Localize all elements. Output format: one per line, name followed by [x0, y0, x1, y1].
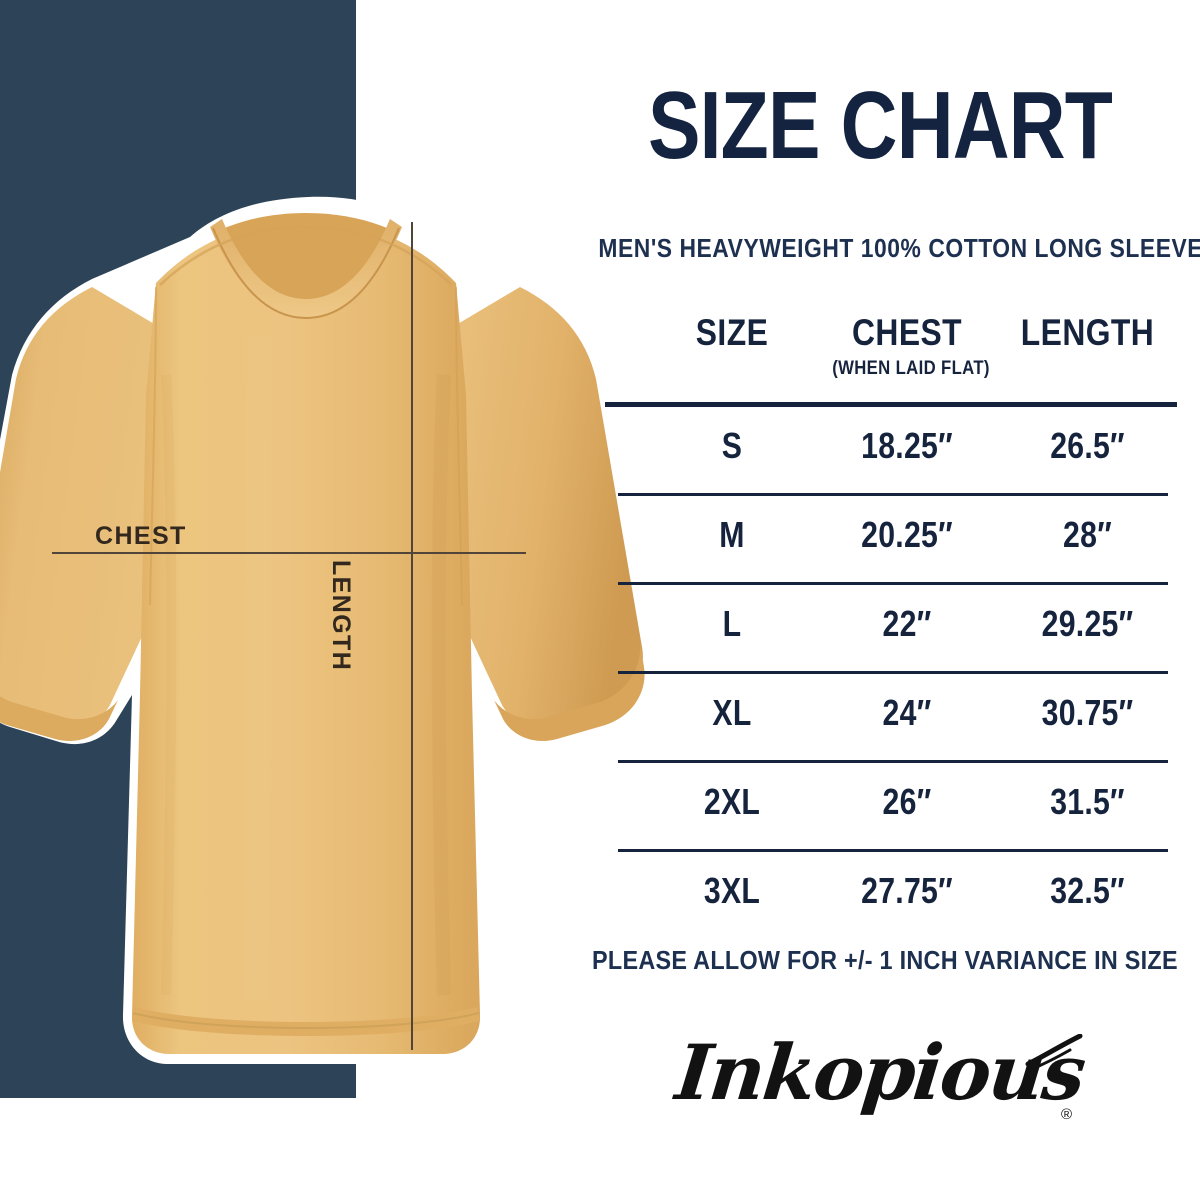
- brush-swoosh-icon: [1025, 1034, 1083, 1072]
- cell-length: 26.5″: [1050, 425, 1125, 466]
- cell-length: 32.5″: [1050, 870, 1125, 911]
- cell-size: 3XL: [703, 870, 761, 911]
- cell-chest: 22″: [882, 603, 932, 644]
- length-measurement-line: [411, 222, 413, 1050]
- cell-length: 29.25″: [1041, 603, 1134, 644]
- table-row: S 18.25″ 26.5″: [600, 407, 1178, 496]
- cell-chest: 18.25″: [861, 425, 953, 466]
- column-header-chest: CHEST: [852, 312, 962, 353]
- shirt-collar-rib: [210, 219, 402, 317]
- page-title: SIZE CHART: [647, 72, 1113, 179]
- page-subtitle: MEN'S HEAVYWEIGHT 100% COTTON LONG SLEEV…: [598, 233, 1200, 263]
- cell-chest: 20.25″: [861, 514, 953, 555]
- size-table: SIZE CHEST LENGTH (WHEN LAID FLAT) S 18.…: [600, 312, 1178, 911]
- shirt-armhole-left: [149, 286, 157, 606]
- table-header-row: SIZE CHEST LENGTH (WHEN LAID FLAT): [600, 312, 1178, 396]
- table-row: M 20.25″ 28″: [600, 496, 1178, 585]
- cell-chest: 27.75″: [861, 870, 953, 911]
- shirt-right-cuff: [494, 643, 645, 741]
- table-row: 2XL 26″ 31.5″: [600, 763, 1178, 852]
- column-header-size: SIZE: [695, 312, 769, 353]
- chart-content-column: SIZE CHART MEN'S HEAVYWEIGHT 100% COTTON…: [560, 0, 1200, 1200]
- shirt-shoulder-seam-left: [159, 225, 307, 286]
- table-row: 3XL 27.75″ 32.5″: [600, 852, 1178, 941]
- row-divider: [618, 582, 1168, 585]
- cell-size: 2XL: [703, 781, 761, 822]
- cell-size: XL: [712, 692, 752, 733]
- shirt-svg: [0, 196, 652, 1064]
- chest-label: CHEST: [95, 522, 187, 550]
- row-divider: [618, 760, 1168, 763]
- cell-length: 30.75″: [1041, 692, 1134, 733]
- cell-size: L: [722, 603, 742, 644]
- brand-logo: Inkopious ®: [670, 1020, 1090, 1150]
- shirt-shoulder-seam-right: [305, 225, 453, 286]
- shirt-body: [131, 221, 481, 1054]
- cell-chest: 24″: [882, 692, 932, 733]
- column-header-length: LENGTH: [1020, 312, 1155, 353]
- cell-size: M: [719, 514, 745, 555]
- row-divider: [618, 671, 1168, 674]
- table-header-rule: [605, 402, 1177, 407]
- table-row: L 22″ 29.25″: [600, 585, 1178, 674]
- cell-length: 28″: [1063, 514, 1112, 555]
- registered-trademark-mark: ®: [1060, 1106, 1072, 1123]
- cell-length: 31.5″: [1050, 781, 1125, 822]
- shirt-right-sleeve: [456, 287, 643, 727]
- chest-measurement-line: [52, 552, 526, 554]
- column-header-chest-sublabel: (WHEN LAID FLAT): [832, 358, 990, 379]
- row-divider: [618, 849, 1168, 852]
- shirt-collar-seam: [212, 227, 400, 320]
- shirt-left-cuff: [0, 696, 118, 741]
- shirt-left-sleeve: [0, 287, 156, 727]
- cell-size: S: [721, 425, 743, 466]
- row-divider: [618, 493, 1168, 496]
- shirt-hem-stitch: [132, 1012, 480, 1029]
- shirt-illustration: [0, 175, 660, 1075]
- shirt-fold-left: [161, 374, 177, 996]
- shirt-bottom-hem: [132, 1007, 480, 1036]
- length-label: LENGTH: [327, 560, 355, 672]
- variance-footnote: PLEASE ALLOW FOR +/- 1 INCH VARIANCE IN …: [592, 945, 1178, 975]
- shirt-armhole-right: [455, 286, 463, 606]
- table-row: XL 24″ 30.75″: [600, 674, 1178, 763]
- shirt-fold-right: [431, 374, 451, 996]
- shirt-highlight-center: [243, 334, 273, 1002]
- cell-chest: 26″: [882, 781, 932, 822]
- table-body: S 18.25″ 26.5″ M 20.25″ 28″ L 22″ 29.25″: [600, 407, 1178, 941]
